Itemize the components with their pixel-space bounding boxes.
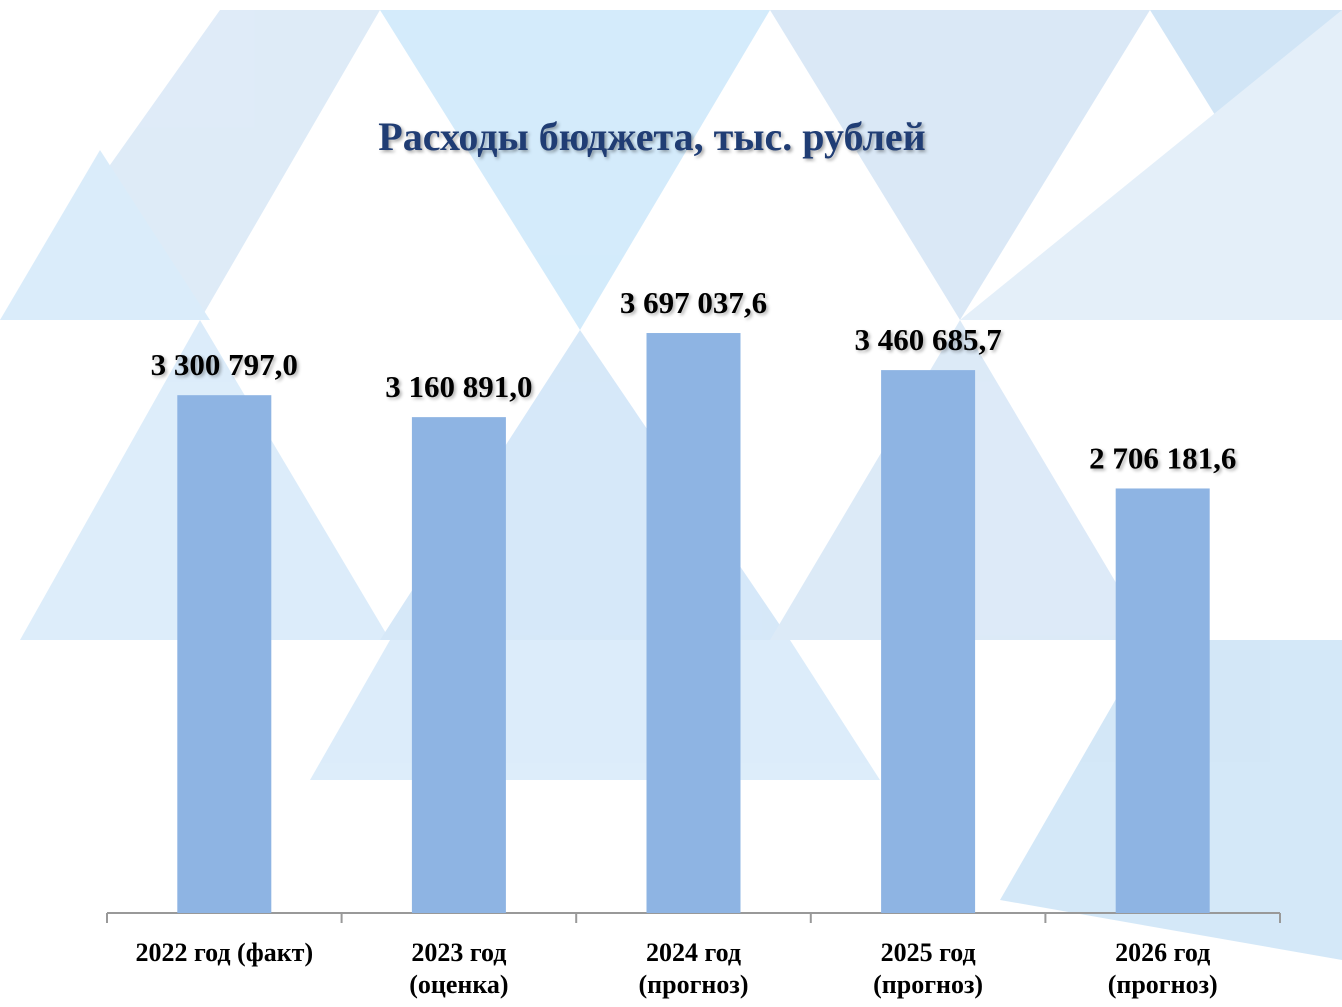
bg-triangle [0,150,210,320]
data-label: 3 300 797,0 [151,347,298,382]
chart-title: Расходы бюджета, тыс. рублей [378,114,925,159]
bg-triangle [960,10,1342,320]
data-label: 3 160 891,0 [385,369,532,404]
bg-triangle [380,10,770,330]
bar [411,417,506,913]
x-tick-label: 2024 год (прогноз) [638,938,749,999]
x-tick-label: 2025 год (прогноз) [873,938,984,999]
x-tick-label: 2023 год (оценка) [409,938,509,999]
bar [646,333,741,913]
bar [1115,488,1210,913]
bg-triangle [310,640,880,780]
x-tick-label: 2022 год (факт) [135,938,314,967]
x-tick-label: 2026 год (прогноз) [1107,938,1218,999]
data-label: 2 706 181,6 [1089,440,1236,475]
bar [177,395,272,913]
data-label: 3 697 037,6 [620,285,767,320]
bar [881,370,976,913]
bg-triangle [770,10,1150,320]
data-label: 3 460 685,7 [854,322,1001,357]
